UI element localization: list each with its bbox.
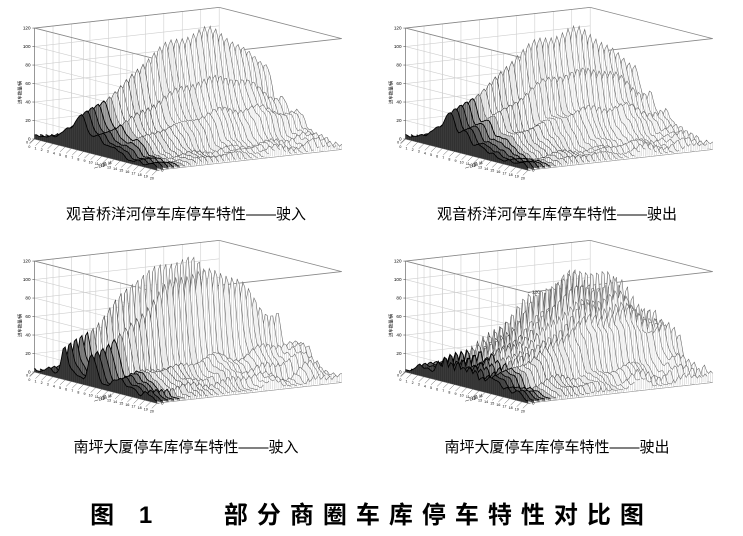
- svg-text:20: 20: [150, 176, 154, 180]
- svg-text:120: 120: [394, 25, 402, 30]
- svg-text:8: 8: [77, 158, 79, 162]
- svg-text:0: 0: [28, 378, 30, 382]
- svg-text:20: 20: [150, 409, 154, 413]
- svg-text:8: 8: [77, 391, 79, 395]
- svg-text:14: 14: [113, 167, 117, 171]
- svg-text:10: 10: [89, 394, 93, 398]
- svg-text:3: 3: [418, 150, 420, 154]
- svg-text:60: 60: [25, 81, 31, 86]
- svg-text:1: 1: [406, 147, 408, 151]
- svg-text:120: 120: [23, 25, 31, 30]
- svg-text:20: 20: [396, 118, 402, 123]
- svg-text:40: 40: [396, 99, 402, 104]
- svg-text:7: 7: [71, 156, 73, 160]
- svg-text:100: 100: [23, 44, 31, 49]
- svg-text:0: 0: [399, 136, 402, 141]
- svg-text:15: 15: [490, 168, 494, 172]
- svg-text:100: 100: [394, 44, 402, 49]
- svg-text:1: 1: [35, 147, 37, 151]
- svg-text:5: 5: [59, 386, 61, 390]
- svg-text:2: 2: [41, 381, 43, 385]
- svg-text:10: 10: [89, 161, 93, 165]
- svg-text:17: 17: [132, 405, 136, 409]
- svg-text:9: 9: [84, 159, 86, 163]
- svg-text:4: 4: [424, 151, 426, 155]
- svg-text:60: 60: [396, 81, 402, 86]
- svg-text:5: 5: [59, 153, 61, 157]
- svg-text:80: 80: [396, 62, 402, 67]
- svg-text:20: 20: [25, 351, 31, 356]
- svg-text:7: 7: [71, 389, 73, 393]
- svg-text:80: 80: [25, 62, 31, 67]
- svg-text:14: 14: [484, 167, 488, 171]
- svg-text:3: 3: [47, 150, 49, 154]
- svg-text:0: 0: [26, 374, 28, 378]
- svg-text:10: 10: [460, 161, 464, 165]
- svg-text:6: 6: [436, 154, 438, 158]
- svg-text:18: 18: [138, 173, 142, 177]
- svg-text:20: 20: [521, 176, 525, 180]
- svg-text:18: 18: [138, 406, 142, 410]
- svg-text:0: 0: [28, 136, 31, 141]
- svg-text:17: 17: [132, 172, 136, 176]
- svg-text:19: 19: [144, 408, 148, 412]
- svg-text:60: 60: [25, 314, 31, 319]
- svg-text:15: 15: [119, 401, 123, 405]
- svg-text:0: 0: [26, 141, 28, 145]
- svg-text:40: 40: [25, 332, 31, 337]
- svg-text:19: 19: [144, 175, 148, 179]
- svg-text:2: 2: [412, 148, 414, 152]
- svg-text:进车数量/辆: 进车数量/辆: [388, 80, 395, 104]
- svg-text:0: 0: [28, 369, 31, 374]
- svg-text:9: 9: [84, 392, 86, 396]
- svg-text:16: 16: [125, 170, 129, 174]
- svg-text:3: 3: [47, 383, 49, 387]
- svg-text:15: 15: [119, 168, 123, 172]
- svg-text:进车数量/辆: 进车数量/辆: [17, 313, 24, 337]
- svg-text:40: 40: [25, 99, 31, 104]
- svg-text:1: 1: [35, 380, 37, 384]
- svg-text:16: 16: [496, 170, 500, 174]
- svg-text:8: 8: [448, 158, 450, 162]
- svg-text:17: 17: [503, 172, 507, 176]
- svg-text:19: 19: [515, 175, 519, 179]
- svg-text:5: 5: [430, 153, 432, 157]
- svg-text:18: 18: [509, 173, 513, 177]
- svg-text:6: 6: [65, 154, 67, 158]
- svg-text:4: 4: [53, 384, 55, 388]
- svg-text:2: 2: [41, 148, 43, 152]
- svg-text:20: 20: [25, 118, 31, 123]
- svg-text:0: 0: [28, 145, 30, 149]
- svg-text:80: 80: [25, 295, 31, 300]
- svg-text:14: 14: [113, 400, 117, 404]
- svg-text:0: 0: [399, 145, 401, 149]
- svg-text:6: 6: [65, 387, 67, 391]
- svg-text:0: 0: [397, 141, 399, 145]
- svg-text:4: 4: [53, 151, 55, 155]
- svg-text:100: 100: [23, 277, 31, 282]
- svg-text:进车数量/辆: 进车数量/辆: [17, 80, 24, 104]
- svg-text:16: 16: [125, 403, 129, 407]
- svg-text:9: 9: [455, 159, 457, 163]
- svg-text:7: 7: [442, 156, 444, 160]
- svg-text:120: 120: [23, 258, 31, 263]
